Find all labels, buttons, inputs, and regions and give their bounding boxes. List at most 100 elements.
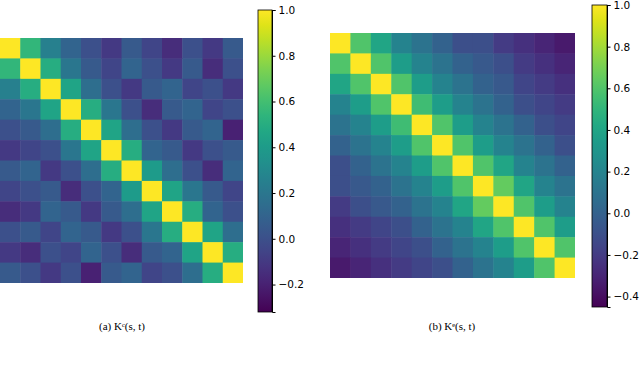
tick: −0.4 — [607, 290, 639, 302]
heatmap-cell — [122, 201, 143, 222]
heatmap-cell — [41, 181, 62, 202]
heatmap-cell — [0, 161, 21, 182]
tick-label: 0.8 — [614, 41, 631, 53]
tick-mark — [607, 47, 611, 48]
heatmap-cell — [203, 58, 224, 79]
heatmap-cell — [81, 181, 102, 202]
heatmap-cell — [142, 161, 163, 182]
heatmap-cell — [514, 94, 535, 115]
heatmap-cell — [203, 222, 224, 243]
tick-mark — [272, 147, 276, 148]
heatmap-cell — [473, 258, 494, 278]
heatmap-cell — [0, 222, 21, 243]
caption: (b) Kᵉ(s, t) — [429, 320, 476, 333]
heatmap-cell — [453, 33, 474, 54]
heatmap-cell — [453, 258, 474, 278]
heatmap-cell — [391, 176, 412, 197]
heatmap-cell — [330, 237, 351, 258]
heatmap-cell — [41, 38, 62, 59]
heatmap-cell — [61, 58, 82, 79]
tick-mark — [607, 130, 611, 131]
heatmap-cell — [182, 263, 203, 283]
heatmap-cell — [371, 237, 392, 258]
heatmap-cell — [371, 258, 392, 278]
heatmap-cell — [0, 79, 21, 100]
heatmap-cell — [122, 222, 143, 243]
heatmap-cell — [412, 94, 433, 115]
heatmap-cell — [514, 156, 535, 177]
heatmap-cell — [142, 242, 163, 263]
heatmap-cell — [142, 140, 163, 161]
heatmap-cell — [182, 161, 203, 182]
heatmap-cell — [371, 156, 392, 177]
heatmap-cell — [453, 53, 474, 74]
heatmap-cell — [473, 217, 494, 238]
heatmap-cell — [432, 53, 453, 74]
tick: 0.6 — [272, 95, 296, 107]
heatmap-cell — [223, 99, 243, 120]
heatmap-cell — [514, 258, 535, 278]
heatmap-cell — [391, 94, 412, 115]
heatmap-cell — [432, 196, 453, 217]
tick-label: −0.2 — [279, 278, 305, 290]
heatmap-cell — [350, 237, 371, 258]
heatmap-cell — [61, 222, 82, 243]
heatmap-cell — [493, 258, 514, 278]
heatmap-cell — [432, 74, 453, 95]
heatmap-cell — [350, 115, 371, 136]
heatmap-cell — [350, 176, 371, 197]
tick-mark — [272, 10, 276, 11]
tick-label: 0.0 — [614, 207, 631, 219]
heatmap-cell — [555, 258, 575, 278]
heatmap-cell — [81, 140, 102, 161]
heatmap-cells — [0, 38, 243, 283]
heatmap-cell — [41, 201, 62, 222]
heatmap-cell — [61, 161, 82, 182]
heatmap-cell — [391, 258, 412, 278]
heatmap-cell — [453, 115, 474, 136]
tick-label: 0.4 — [279, 141, 296, 153]
heatmap-cell — [203, 38, 224, 59]
heatmap-cell — [555, 217, 575, 238]
heatmap-cell — [514, 217, 535, 238]
heatmap-cell — [412, 33, 433, 54]
heatmap-cell — [412, 237, 433, 258]
heatmap-cell — [534, 53, 555, 74]
heatmap-cell — [514, 115, 535, 136]
heatmap-cell — [432, 115, 453, 136]
heatmap-cell — [61, 38, 82, 59]
heatmap-cell — [371, 196, 392, 217]
heatmap-cell — [20, 161, 41, 182]
heatmap-cell — [371, 94, 392, 115]
heatmap-cell — [61, 79, 82, 100]
colorbar — [258, 10, 272, 312]
heatmap-cell — [122, 242, 143, 263]
heatmap-cell — [0, 38, 21, 59]
heatmap-cell — [20, 140, 41, 161]
heatmap-cell — [514, 53, 535, 74]
heatmap-cell — [350, 217, 371, 238]
heatmap-cell — [182, 140, 203, 161]
heatmap-cell — [412, 115, 433, 136]
heatmap-cell — [412, 176, 433, 197]
tick-label: 0.8 — [279, 50, 296, 62]
heatmap-cell — [142, 222, 163, 243]
heatmap-cell — [203, 120, 224, 141]
heatmap-cell — [330, 156, 351, 177]
heatmap-cell — [330, 94, 351, 115]
colorbar-axis: −0.4−0.20.00.20.40.60.81.0 — [607, 0, 639, 308]
heatmap-cell — [142, 201, 163, 222]
heatmap-cell — [350, 94, 371, 115]
heatmap-cell — [20, 201, 41, 222]
heatmap-cell — [493, 196, 514, 217]
heatmap-cell — [182, 242, 203, 263]
heatmap-cell — [182, 120, 203, 141]
heatmap-cell — [534, 237, 555, 258]
heatmap-cell — [162, 99, 183, 120]
heatmap-cell — [20, 79, 41, 100]
heatmap-cell — [81, 263, 102, 283]
heatmap-cell — [350, 258, 371, 278]
heatmap-cell — [41, 242, 62, 263]
heatmap-cell — [203, 263, 224, 283]
heatmap-cell — [412, 258, 433, 278]
